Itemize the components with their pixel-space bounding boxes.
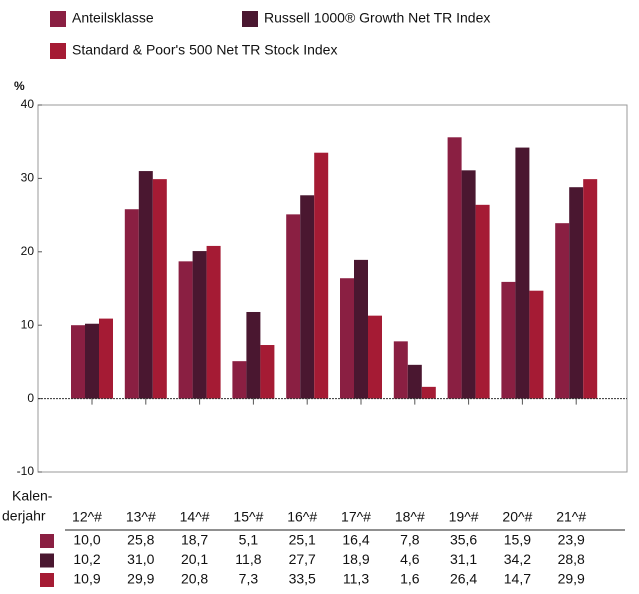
bar: [71, 325, 85, 399]
table-cell: 10,2: [73, 551, 100, 567]
table-cell: 5,1: [239, 532, 259, 548]
bar: [407, 364, 422, 399]
table-cell: 10,9: [73, 571, 100, 587]
table-cell: 20,1: [181, 551, 208, 567]
legend-label: Anteilsklasse: [72, 10, 154, 26]
table-cell: 34,2: [504, 551, 531, 567]
y-tick-label: 20: [21, 244, 35, 258]
x-tick-label: 21^#: [556, 509, 586, 525]
bar: [99, 318, 113, 399]
x-tick-label: 17^#: [341, 509, 371, 525]
bar: [246, 311, 261, 399]
x-tick-label: 20^#: [502, 509, 532, 525]
bar: [475, 204, 490, 399]
bar: [529, 290, 544, 399]
table-cell: 29,9: [127, 571, 154, 587]
bar: [393, 341, 408, 399]
y-axis-label: %: [14, 79, 25, 93]
x-tick-label: 14^#: [180, 509, 210, 525]
table-cell: 26,4: [450, 571, 477, 587]
table-swatch: [40, 573, 54, 587]
bar: [354, 259, 368, 399]
y-tick-label: 40: [21, 97, 35, 111]
bar: [178, 261, 193, 399]
table-cell: 31,0: [127, 551, 154, 567]
table-cell: 25,1: [289, 532, 316, 548]
table-swatch: [40, 553, 54, 568]
bar: [260, 345, 275, 399]
bar: [368, 315, 382, 399]
table-cell: 1,6: [400, 571, 420, 587]
bar: [583, 179, 598, 399]
x-tick-label: 15^#: [233, 509, 263, 525]
bar: [314, 152, 329, 399]
y-tick-label: 30: [21, 171, 35, 185]
x-tick-label: 12^#: [72, 509, 102, 525]
bar: [192, 251, 207, 399]
legend-label: Russell 1000® Growth Net TR Index: [264, 10, 490, 26]
bar: [461, 170, 476, 399]
table-cell: 25,8: [127, 532, 154, 548]
table-cell: 20,8: [181, 571, 208, 587]
x-tick-label: 13^#: [126, 509, 156, 525]
bar: [555, 223, 570, 399]
table-cell: 35,6: [450, 532, 477, 548]
table-swatch: [40, 534, 54, 548]
y-tick-label: -10: [17, 464, 35, 478]
table-cell: 31,1: [450, 551, 477, 567]
bar: [501, 281, 516, 399]
bar: [447, 137, 462, 399]
y-tick-label: 0: [27, 391, 34, 405]
table-cell: 14,7: [504, 571, 531, 587]
bar: [232, 361, 247, 399]
table-cell: 29,9: [558, 571, 585, 587]
table-row-label: Kalen-: [12, 488, 53, 504]
table-cell: 11,3: [343, 571, 369, 587]
x-tick-label: 16^#: [287, 509, 317, 525]
table-cell: 10,0: [73, 532, 100, 548]
table-cell: 4,6: [400, 551, 420, 567]
bar: [569, 187, 584, 399]
bar: [206, 245, 221, 399]
bar: [286, 214, 301, 399]
bar: [515, 147, 530, 399]
bar: [421, 386, 436, 399]
table-cell: 23,9: [558, 532, 585, 548]
x-tick-label: 19^#: [449, 509, 479, 525]
legend-swatch: [50, 11, 66, 27]
table-cell: 33,5: [289, 571, 316, 587]
table-row-label: derjahr: [2, 508, 46, 524]
table-cell: 16,4: [342, 532, 369, 548]
bar: [300, 195, 315, 399]
legend-label: Standard & Poor's 500 Net TR Stock Index: [72, 42, 337, 58]
legend-swatch: [242, 11, 258, 27]
table-cell: 28,8: [558, 551, 585, 567]
bar: [124, 209, 139, 399]
x-tick-label: 18^#: [395, 509, 425, 525]
legend-swatch: [50, 43, 66, 59]
bar: [152, 179, 167, 399]
bar: [138, 171, 153, 399]
bar: [340, 278, 354, 399]
table-cell: 27,7: [289, 551, 316, 567]
table-cell: 15,9: [504, 532, 531, 548]
y-tick-label: 10: [21, 317, 35, 331]
table-cell: 18,9: [342, 551, 369, 567]
bar: [85, 323, 99, 399]
table-cell: 11,8: [235, 551, 261, 567]
table-cell: 18,7: [181, 532, 208, 548]
table-cell: 7,3: [239, 571, 259, 587]
table-cell: 7,8: [400, 532, 420, 548]
